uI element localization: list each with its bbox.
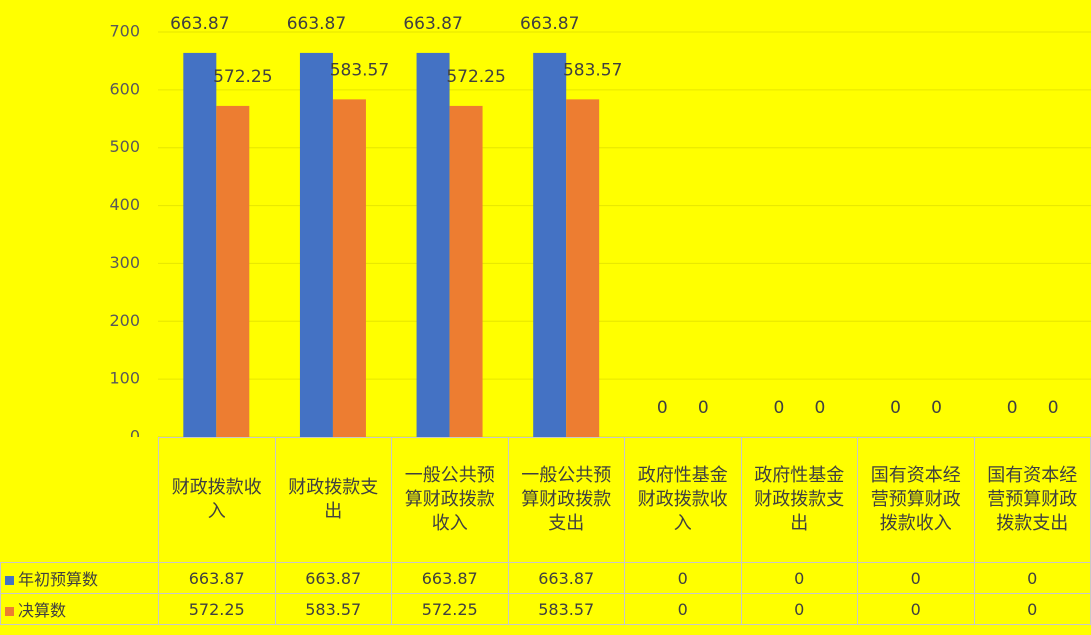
- bar: [216, 105, 250, 437]
- table-value: 0: [857, 593, 975, 625]
- table-value: 572.25: [391, 593, 509, 625]
- table-value: 0: [740, 593, 858, 625]
- y-tick-label: 100: [109, 369, 140, 388]
- data-label: 663.87: [403, 14, 462, 34]
- data-label: 0: [657, 398, 668, 418]
- x-tick-label: 政府性基金财政拨款收入: [624, 437, 742, 563]
- y-tick-label: 500: [109, 137, 140, 156]
- data-label: 0: [1007, 398, 1018, 418]
- series-row: 年初预算数 663.87 663.87 663.87 663.87 0 0 0 0: [0, 562, 1091, 594]
- legend-label: 年初预算数: [18, 570, 99, 589]
- data-label: 0: [931, 398, 942, 418]
- y-tick-label: 300: [109, 253, 140, 272]
- data-label: 583.57: [563, 60, 622, 80]
- y-tick-label: 400: [109, 195, 140, 214]
- data-table: 财政拨款收入 财政拨款支出 一般公共预算财政拨款收入 一般公共预算财政拨款支出 政府性基…: [0, 437, 1091, 625]
- bar: [416, 52, 450, 437]
- data-label: 572.25: [446, 67, 505, 87]
- data-label: 572.25: [213, 67, 272, 87]
- table-value: 0: [624, 562, 742, 594]
- series-row: 决算数 572.25 583.57 572.25 583.57 0 0 0 0: [0, 593, 1091, 625]
- bar: [332, 99, 366, 437]
- x-tick-label: 政府性基金财政拨款支出: [740, 437, 858, 563]
- table-value: 572.25: [158, 593, 276, 625]
- table-value: 663.87: [274, 562, 392, 594]
- data-label: 0: [890, 398, 901, 418]
- data-label: 0: [698, 398, 709, 418]
- legend-label: 决算数: [18, 601, 67, 620]
- y-tick-label: 700: [109, 22, 140, 41]
- x-tick-label: 一般公共预算财政拨款收入: [391, 437, 509, 563]
- table-value: 0: [973, 562, 1091, 594]
- y-tick-label: 600: [109, 79, 140, 98]
- table-corner: [0, 437, 159, 563]
- x-tick-label: 财政拨款收入: [158, 437, 276, 563]
- chart: 0 100 200 300 400 500 600 700 663.87 663.87 663.87…: [109, 14, 1091, 438]
- x-tick-label: 国有资本经营预算财政拨款支出: [973, 437, 1091, 563]
- data-label: 663.87: [170, 14, 229, 34]
- table-value: 663.87: [391, 562, 509, 594]
- data-label: 0: [774, 398, 785, 418]
- data-label: 0: [815, 398, 826, 418]
- y-tick-label: 200: [109, 311, 140, 330]
- bar: [299, 52, 333, 437]
- bar: [566, 99, 600, 437]
- x-tick-label: 国有资本经营预算财政拨款收入: [857, 437, 975, 563]
- table-value: 0: [973, 593, 1091, 625]
- table-value: 0: [740, 562, 858, 594]
- legend-swatch: [5, 576, 14, 585]
- x-tick-label: 财政拨款支出: [274, 437, 392, 563]
- bar: [183, 52, 217, 437]
- legend-swatch: [5, 607, 14, 616]
- data-label: 663.87: [287, 14, 346, 34]
- data-label: 663.87: [520, 14, 579, 34]
- table-value: 663.87: [507, 562, 625, 594]
- table-value: 583.57: [507, 593, 625, 625]
- legend-entry: 决算数: [0, 593, 159, 625]
- table-value: 663.87: [158, 562, 276, 594]
- data-label: 0: [1048, 398, 1059, 418]
- table-value: 0: [857, 562, 975, 594]
- table-value: 0: [624, 593, 742, 625]
- bar: [533, 52, 567, 437]
- category-row: 财政拨款收入 财政拨款支出 一般公共预算财政拨款收入 一般公共预算财政拨款支出 政府性基…: [0, 437, 1091, 563]
- bar: [449, 105, 483, 437]
- x-tick-label: 一般公共预算财政拨款支出: [507, 437, 625, 563]
- y-tick-label: 0: [130, 427, 140, 438]
- data-label: 583.57: [330, 60, 389, 80]
- table-value: 583.57: [274, 593, 392, 625]
- legend-entry: 年初预算数: [0, 562, 159, 594]
